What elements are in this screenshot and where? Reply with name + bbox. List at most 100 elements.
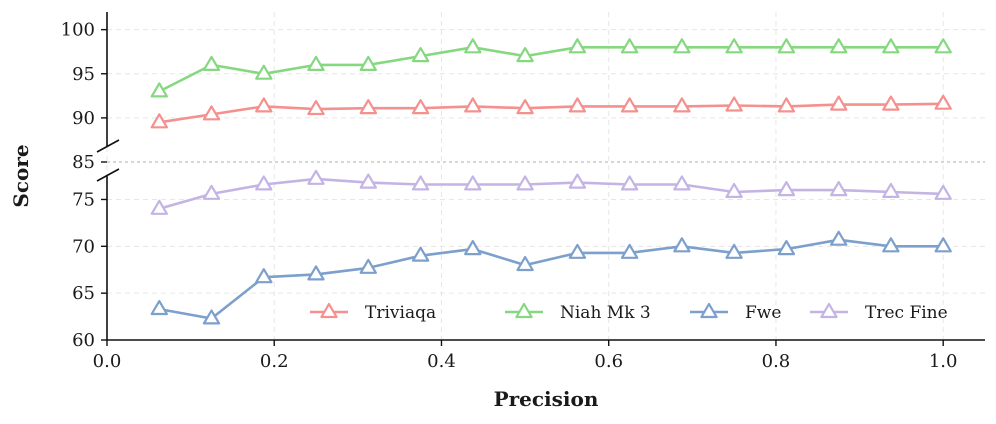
data-point-trec-fine [516,175,534,191]
data-point-fwe [307,265,325,281]
legend-marker [515,302,533,319]
data-point-fwe [202,309,221,325]
x-tick-label: 0.6 [594,351,623,372]
data-point-triviaqa [411,99,430,115]
legend-marker [820,302,838,319]
y-tick-label-lower: 75 [72,189,95,210]
y-axis-title: Score [9,144,33,207]
data-point-trec-fine [829,181,848,197]
data-point-trec-fine [777,181,796,197]
legend-item-triviaqa: Triviaqa [310,302,436,323]
legend-label: Trec Fine [865,303,948,323]
data-point-fwe [516,256,534,272]
series-layer [150,38,952,325]
legend-label: Triviaqa [365,303,436,323]
data-point-trec-fine [568,173,587,189]
data-point-trec-fine [934,184,952,200]
data-point-triviaqa [202,105,221,121]
data-point-niah-mk-3 [202,55,221,72]
data-point-niah-mk-3 [411,46,430,63]
data-point-niah-mk-3 [934,38,952,54]
data-point-niah-mk-3 [673,38,691,54]
data-point-trec-fine [620,175,639,191]
series-fwe [150,230,952,325]
data-point-niah-mk-3 [255,64,273,80]
legend: Triviaqa Niah Mk 3 Fwe Trec Fine [310,302,948,323]
data-point-niah-mk-3 [359,55,377,72]
data-point-fwe [725,243,743,259]
data-point-fwe [464,240,482,256]
data-point-fwe [568,243,587,259]
series-trec-fine [150,169,952,215]
data-point-trec-fine [673,175,691,191]
data-point-fwe [411,246,430,262]
y-tick-label-upper: 95 [72,64,95,85]
data-point-trec-fine [464,175,482,191]
data-point-trec-fine [150,199,168,215]
data-point-niah-mk-3 [150,82,168,98]
data-point-trec-fine [255,175,273,191]
data-point-triviaqa [934,94,952,110]
data-point-triviaqa [359,99,377,115]
y-tick-label-upper: 90 [72,108,95,129]
series-triviaqa [150,94,952,129]
legend-item-niah-mk-3: Niah Mk 3 [505,302,651,323]
data-point-triviaqa [829,95,848,111]
x-tick-label: 0.0 [93,351,122,372]
legend-marker [700,302,718,319]
y-tick-label-lower: 60 [72,330,95,351]
legend-item-fwe: Fwe [690,302,781,323]
y-tick-label-upper: 100 [61,20,95,41]
data-point-niah-mk-3 [725,38,743,54]
x-tick-label: 1.0 [929,351,958,372]
legend-item-trec-fine: Trec Fine [810,302,948,323]
data-point-fwe [934,237,952,253]
data-point-niah-mk-3 [568,38,587,54]
data-point-fwe [777,240,796,256]
x-tick-label: 0.8 [762,351,791,372]
y-tick-label-lower: 70 [72,236,95,257]
data-point-triviaqa [620,97,639,113]
data-point-triviaqa [673,97,691,113]
data-point-trec-fine [882,182,900,198]
data-point-fwe [882,237,900,253]
data-point-trec-fine [307,169,325,185]
data-point-triviaqa [725,96,743,112]
series-line-niah-mk-3 [158,45,944,93]
data-point-fwe [359,258,377,274]
legend-marker [320,302,338,319]
data-point-niah-mk-3 [516,46,534,63]
data-point-triviaqa [777,97,796,113]
data-point-niah-mk-3 [464,38,482,54]
data-point-fwe [673,237,691,253]
data-point-trec-fine [202,184,221,200]
legend-label: Fwe [745,303,781,323]
data-point-triviaqa [464,97,482,113]
data-point-fwe [829,230,848,246]
series-line-trec-fine [158,177,944,211]
axes [96,12,985,341]
data-point-niah-mk-3 [620,38,639,54]
data-point-niah-mk-3 [829,38,848,54]
data-point-triviaqa [568,97,587,113]
y-tick-label-upper: 85 [72,152,95,173]
data-point-fwe [255,268,273,284]
grid [106,12,985,341]
data-point-niah-mk-3 [777,38,796,54]
data-point-trec-fine [359,173,377,189]
data-point-triviaqa [882,95,900,111]
series-line-triviaqa [159,102,944,124]
data-point-triviaqa [516,99,534,115]
axis-break-mark-upper [96,139,120,153]
data-point-fwe [150,300,168,316]
data-point-trec-fine [411,175,430,191]
y-tick-label-lower: 65 [72,283,95,304]
data-point-triviaqa [150,113,168,129]
ticks: 0.0 0.2 0.4 0.6 0.8 1.0 85 90 95 100 60 65 70 75 [61,20,958,372]
x-tick-label: 0.2 [260,351,289,372]
axis-break-mark-lower [96,168,120,182]
data-point-niah-mk-3 [307,55,325,72]
data-point-niah-mk-3 [882,38,900,54]
x-tick-label: 0.4 [427,351,456,372]
